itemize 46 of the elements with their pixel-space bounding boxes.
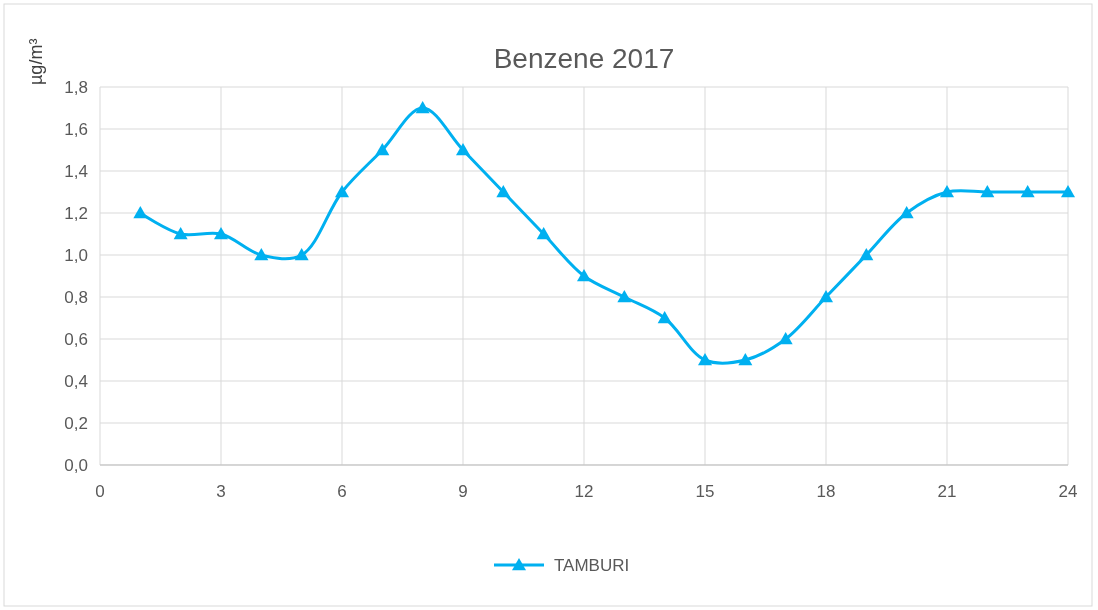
y-tick-label: 1,0 (64, 245, 88, 265)
point (657, 311, 672, 324)
x-tick-label: 24 (1058, 482, 1078, 501)
x-tick-label: 6 (337, 482, 347, 501)
y-tick-label: 0,6 (64, 329, 88, 349)
point (173, 227, 188, 240)
y-axis-title: µg/m³ (26, 38, 46, 85)
y-tick-label: 0,8 (64, 287, 88, 307)
point (254, 248, 269, 261)
point (536, 227, 551, 240)
legend-label: TAMBURI (554, 555, 630, 575)
x-tick-label: 15 (695, 482, 715, 501)
point (496, 185, 511, 198)
y-tick-label: 0,0 (64, 455, 88, 475)
x-tick-label: 18 (816, 482, 836, 501)
x-tick-label: 3 (216, 482, 226, 501)
point (778, 332, 793, 345)
point (1061, 185, 1075, 198)
point (1020, 185, 1035, 198)
point (375, 143, 390, 156)
point (415, 101, 430, 114)
point (133, 206, 148, 219)
chart-title: Benzene 2017 (493, 43, 675, 74)
point (577, 269, 591, 282)
y-tick-label: 1,2 (64, 203, 88, 223)
y-tick-label: 0,2 (64, 413, 88, 433)
point (698, 353, 712, 366)
point (819, 290, 833, 303)
x-tick-label: 9 (458, 482, 468, 501)
x-tick-label: 12 (574, 482, 594, 501)
x-tick-label: 21 (937, 482, 957, 501)
point (456, 143, 470, 156)
point (335, 185, 349, 198)
y-tick-label: 1,6 (64, 119, 88, 139)
y-tick-label: 0,4 (64, 371, 88, 391)
point (940, 185, 954, 198)
point (859, 248, 874, 261)
point (738, 353, 753, 366)
y-tick-label: 1,4 (64, 161, 88, 181)
point (980, 185, 995, 198)
point (899, 206, 914, 219)
x-tick-label: 0 (95, 482, 105, 501)
y-tick-label: 1,8 (64, 77, 88, 97)
point (617, 290, 632, 303)
point (214, 227, 228, 240)
point (294, 248, 309, 261)
